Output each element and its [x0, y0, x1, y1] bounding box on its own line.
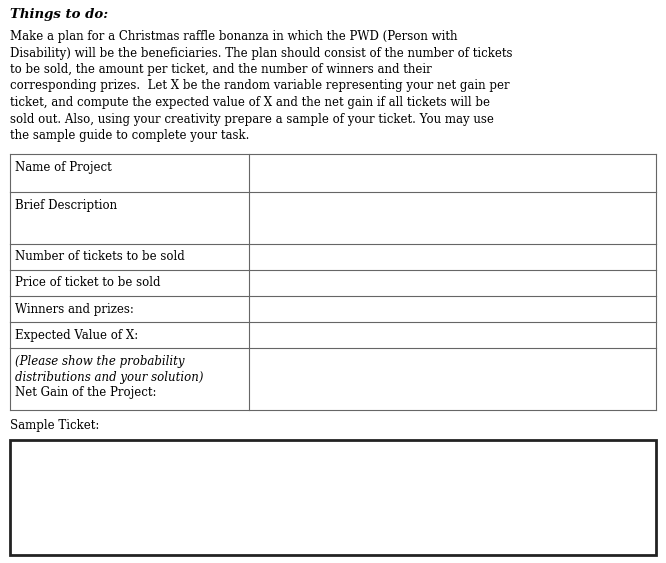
Text: Things to do:: Things to do:: [10, 8, 108, 21]
Text: the sample guide to complete your task.: the sample guide to complete your task.: [10, 129, 249, 142]
Bar: [10, 440, 656, 555]
Text: Brief Description: Brief Description: [15, 199, 117, 212]
Text: Sample Ticket:: Sample Ticket:: [10, 419, 99, 432]
Text: Winners and prizes:: Winners and prizes:: [15, 302, 134, 315]
Text: sold out. Also, using your creativity prepare a sample of your ticket. You may u: sold out. Also, using your creativity pr…: [10, 113, 494, 126]
Text: (Please show the probability
distributions and your solution): (Please show the probability distributio…: [15, 355, 204, 385]
Text: ticket, and compute the expected value of X and the net gain if all tickets will: ticket, and compute the expected value o…: [10, 96, 490, 109]
Text: Price of ticket to be sold: Price of ticket to be sold: [15, 276, 161, 289]
Text: to be sold, the amount per ticket, and the number of winners and their: to be sold, the amount per ticket, and t…: [10, 63, 432, 76]
Text: corresponding prizes.  Let X be the random variable representing your net gain p: corresponding prizes. Let X be the rando…: [10, 79, 509, 92]
Text: Number of tickets to be sold: Number of tickets to be sold: [15, 251, 184, 263]
Text: Disability) will be the beneficiaries. The plan should consist of the number of : Disability) will be the beneficiaries. T…: [10, 47, 513, 60]
Text: Name of Project: Name of Project: [15, 160, 112, 173]
Text: Net Gain of the Project:: Net Gain of the Project:: [15, 386, 157, 399]
Text: Make a plan for a Christmas raffle bonanza in which the PWD (Person with: Make a plan for a Christmas raffle bonan…: [10, 30, 458, 43]
Text: Expected Value of X:: Expected Value of X:: [15, 328, 139, 342]
